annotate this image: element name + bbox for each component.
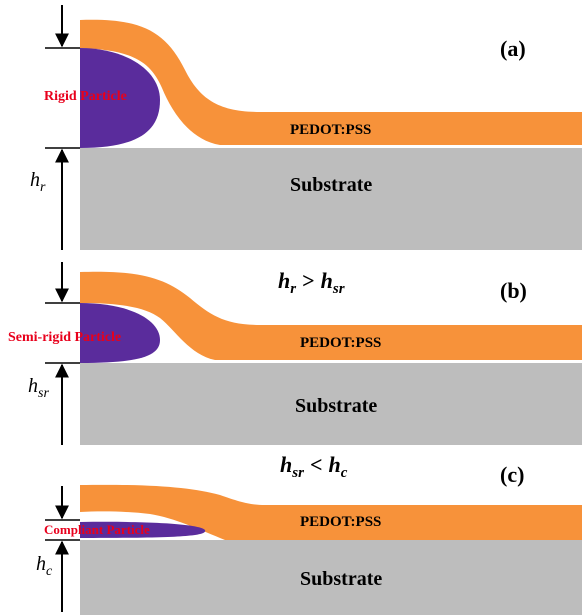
film xyxy=(80,271,582,360)
film xyxy=(80,19,582,146)
text-part: r xyxy=(290,281,296,297)
substrate-label: Substrate xyxy=(300,568,382,590)
height-label: hc xyxy=(36,553,53,579)
particle-label: Rigid Particle xyxy=(44,89,127,104)
text-part: c xyxy=(46,564,53,579)
text-part: h xyxy=(28,375,38,397)
text-part: sr xyxy=(38,386,49,401)
text-part: h xyxy=(30,169,40,191)
text-part: h xyxy=(280,452,292,477)
film-label: PEDOT:PSS xyxy=(290,122,371,138)
text-part: r xyxy=(40,180,46,195)
particle xyxy=(80,303,160,363)
particle-label: Compliant Particle xyxy=(44,522,150,537)
film-label: PEDOT:PSS xyxy=(300,335,381,351)
panel-a: hr Rigid Particle PEDOT:PSS Substrate (a… xyxy=(30,5,582,250)
film-label: PEDOT:PSS xyxy=(300,514,381,530)
height-label: hsr xyxy=(28,375,49,401)
relation: hr > hsr xyxy=(278,268,345,297)
panel-label: (c) xyxy=(500,462,524,487)
substrate-label: Substrate xyxy=(295,395,377,417)
particle xyxy=(80,521,206,538)
height-label: hr xyxy=(30,169,46,195)
substrate-label: Substrate xyxy=(290,174,372,196)
substrate xyxy=(80,148,582,250)
text-part: c xyxy=(341,465,348,481)
particle xyxy=(80,48,160,148)
panel-label: (b) xyxy=(500,278,527,303)
substrate xyxy=(80,363,582,445)
film xyxy=(80,484,582,540)
text-part: sr xyxy=(291,465,304,481)
text-part: < xyxy=(310,452,323,477)
text-part: h xyxy=(321,268,333,293)
text-part: > xyxy=(302,268,315,293)
text-part: sr xyxy=(332,281,345,297)
text-part: h xyxy=(278,268,290,293)
panel-c: hc Compliant Particle PEDOT:PSS Substrat… xyxy=(36,452,582,615)
panel-b: hsr Semi-rigid Particle PEDOT:PSS Substr… xyxy=(8,262,582,445)
relation: hsr < hc xyxy=(280,452,348,481)
particle-label: Semi-rigid Particle xyxy=(8,330,121,345)
panel-label: (a) xyxy=(500,36,526,61)
text-part: h xyxy=(328,452,340,477)
text-part: h xyxy=(36,553,46,575)
substrate xyxy=(80,540,582,615)
